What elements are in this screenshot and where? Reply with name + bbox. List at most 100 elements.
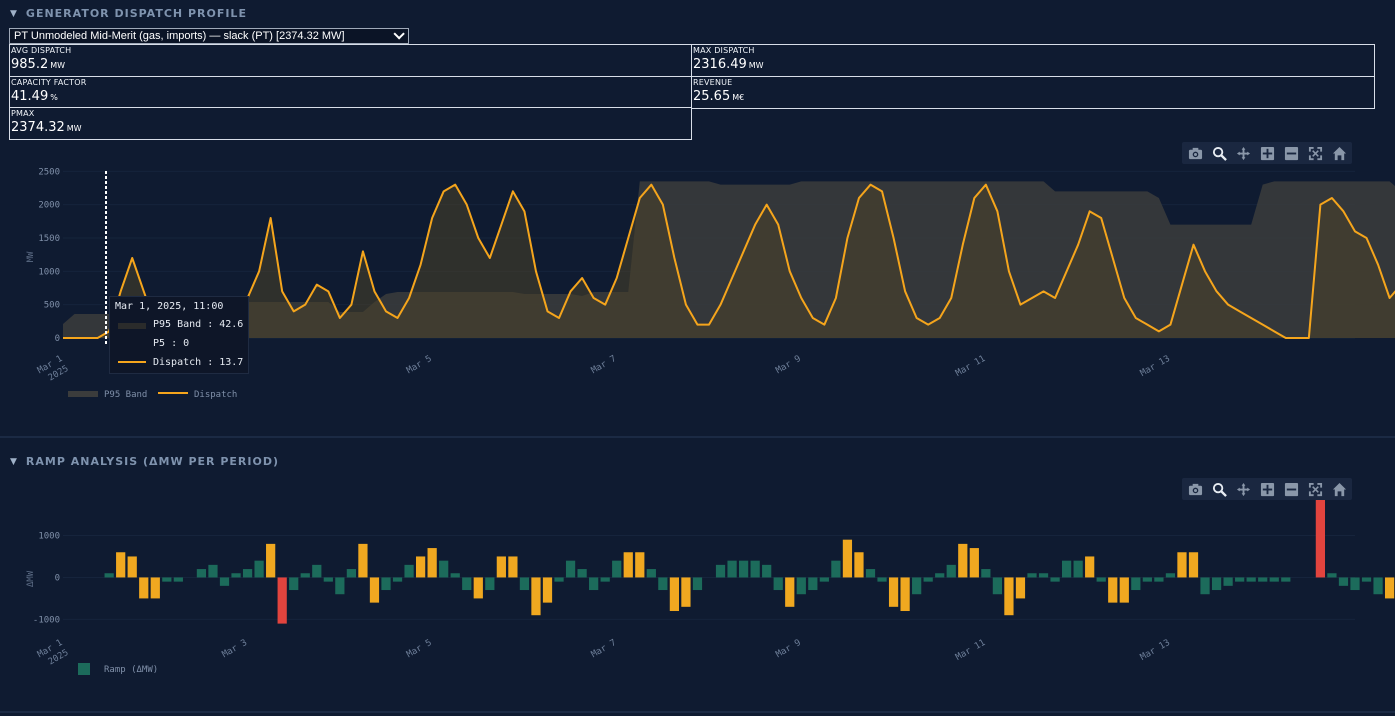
ramp-bar[interactable] [623,552,633,578]
ramp-bar[interactable] [1038,573,1049,578]
ramp-bar[interactable] [715,564,726,578]
ramp-bar[interactable] [842,539,853,578]
ramp-bar[interactable] [692,577,703,591]
ramp-bar[interactable] [1384,577,1395,599]
ramp-bar[interactable] [727,560,737,578]
ramp-bar[interactable] [865,569,876,578]
ramp-bar[interactable] [289,577,299,591]
ramp-bar[interactable] [427,548,437,578]
ramp-bar[interactable] [1327,573,1337,578]
ramp-bar[interactable] [854,552,864,578]
ramp-bar[interactable] [646,569,656,578]
generator-select[interactable]: PT Unmodeled Mid-Merit (gas, imports) — … [9,28,409,44]
camera-icon[interactable] [1186,144,1204,162]
autoscale-icon[interactable] [1306,144,1324,162]
ramp-bar[interactable] [1165,573,1176,578]
ramp-bar[interactable] [1338,577,1349,586]
ramp-bar[interactable] [127,556,137,578]
ramp-bar[interactable] [323,577,333,582]
ramp-bar[interactable] [1188,552,1199,578]
ramp-bar[interactable] [162,577,172,582]
dispatch-section-header[interactable]: ▼ GENERATOR DISPATCH PROFILE [10,7,247,20]
ramp-bar[interactable] [635,552,645,578]
ramp-bar[interactable] [785,577,795,607]
zoom-icon[interactable] [1210,144,1228,162]
ramp-bar[interactable] [208,564,218,578]
home-icon[interactable] [1330,144,1348,162]
ramp-bar[interactable] [612,560,622,578]
ramp-bar[interactable] [1015,577,1026,599]
ramp-legend[interactable]: Ramp (ΔMW) [78,663,158,675]
ramp-bar[interactable] [231,573,241,578]
ramp-bar[interactable] [658,577,668,591]
ramp-bar[interactable] [462,577,472,591]
zoom-out-icon[interactable] [1282,480,1300,498]
ramp-bar[interactable] [196,569,207,578]
ramp-bar[interactable] [116,552,126,578]
ramp-bar[interactable] [496,556,506,578]
ramp-bar[interactable] [531,577,541,616]
ramp-bar[interactable] [1269,577,1279,582]
ramp-bar[interactable] [935,573,945,578]
ramp-bar[interactable] [1350,577,1360,591]
ramp-bar[interactable] [104,573,114,578]
ramp-bar[interactable] [1096,577,1106,582]
zoom-out-icon[interactable] [1282,144,1300,162]
ramp-bar[interactable] [1246,577,1256,582]
ramp-bar[interactable] [219,577,230,586]
ramp-bar[interactable] [1050,577,1060,582]
ramp-bar[interactable] [173,577,183,582]
ramp-bar[interactable] [1315,500,1326,578]
ramp-bar[interactable] [681,577,691,607]
ramp-bar[interactable] [981,569,991,578]
pan-icon[interactable] [1234,480,1252,498]
ramp-bar[interactable] [242,569,253,578]
ramp-bar[interactable] [277,577,287,624]
ramp-bar[interactable] [1108,577,1118,603]
ramp-bar[interactable] [577,569,587,578]
ramp-bar[interactable] [969,548,979,578]
ramp-bar[interactable] [1281,577,1291,582]
ramp-bar[interactable] [392,577,403,582]
ramp-bar[interactable] [888,577,899,607]
ramp-bar[interactable] [877,577,887,582]
ramp-bar[interactable] [1235,577,1245,582]
ramp-section-header[interactable]: ▼ RAMP ANALYSIS (ΔMW PER PERIOD) [10,455,279,468]
ramp-bar[interactable] [369,577,380,603]
ramp-bar[interactable] [589,577,599,591]
ramp-bar[interactable] [1200,577,1210,595]
ramp-bar[interactable] [1223,577,1233,586]
dispatch-legend[interactable]: P95 Band Dispatch [68,390,237,400]
ramp-bar[interactable] [669,577,680,612]
zoom-in-icon[interactable] [1258,144,1276,162]
ramp-bar[interactable] [565,560,576,578]
ramp-bar[interactable] [992,577,1003,595]
ramp-bar[interactable] [600,577,610,582]
ramp-bar[interactable] [946,564,956,578]
ramp-bar[interactable] [1177,552,1187,578]
ramp-bar[interactable] [139,577,149,599]
ramp-bar[interactable] [819,577,829,582]
ramp-bar[interactable] [1073,560,1083,578]
ramp-bar[interactable] [415,556,426,578]
zoom-in-icon[interactable] [1258,480,1276,498]
ramp-bar[interactable] [1061,560,1072,578]
ramp-bar[interactable] [1258,577,1268,582]
ramp-bar[interactable] [738,560,749,578]
ramp-bar[interactable] [1027,573,1037,578]
ramp-bar[interactable] [404,564,414,578]
ramp-bar[interactable] [831,560,841,578]
ramp-bar[interactable] [150,577,160,599]
ramp-bar[interactable] [750,560,760,578]
ramp-bar[interactable] [1085,556,1095,578]
ramp-bar[interactable] [773,577,783,591]
dispatch-line[interactable] [63,183,1395,339]
ramp-bar[interactable] [254,560,264,578]
ramp-bar[interactable] [1004,577,1014,616]
ramp-bar[interactable] [358,543,368,578]
ramp-bar[interactable] [1119,577,1129,603]
ramp-bar[interactable] [958,543,968,578]
home-icon[interactable] [1330,480,1348,498]
